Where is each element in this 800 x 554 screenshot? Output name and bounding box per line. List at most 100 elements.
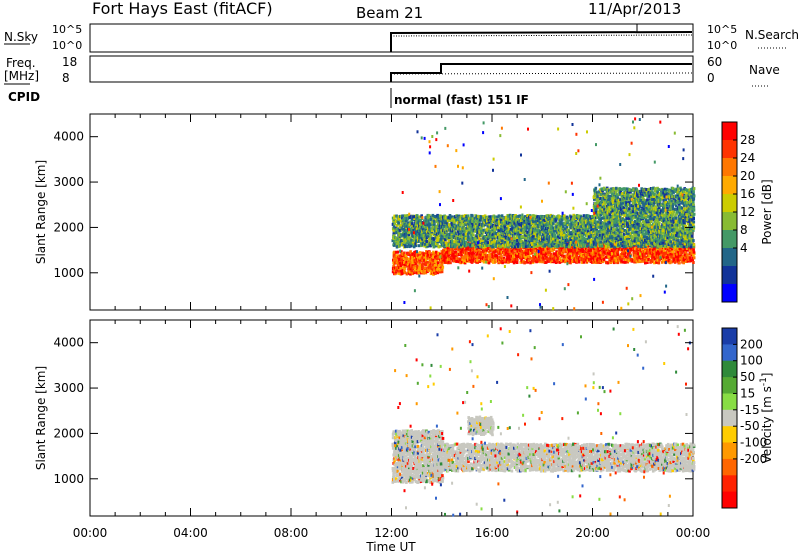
power-cell: [592, 225, 595, 228]
power-cell: [594, 243, 597, 247]
power-cell: [581, 220, 585, 224]
power-cell: [600, 244, 604, 248]
power-cell: [624, 219, 628, 222]
power-cell: [412, 227, 415, 231]
power-cell: [398, 237, 402, 241]
power-cell: [614, 254, 618, 258]
power-cell: [538, 232, 542, 236]
power-cell: [645, 240, 649, 244]
power-cell: [496, 244, 500, 248]
power-cell: [461, 242, 464, 246]
power-cell: [449, 261, 452, 265]
power-cell: [503, 253, 506, 257]
power-cell: [419, 219, 422, 222]
power-cell: [577, 257, 581, 261]
power-cell: [597, 222, 600, 226]
power-cell: [432, 237, 436, 241]
power-cell: [612, 229, 615, 233]
power-cell: [607, 225, 611, 229]
power-cell: [493, 238, 496, 242]
power-cell: [397, 269, 401, 273]
power-cell: [514, 260, 517, 264]
power-cell: [637, 233, 640, 237]
power-cell: [409, 250, 412, 254]
power-cell: [419, 263, 422, 267]
power-cell: [393, 257, 396, 261]
power-cell: [662, 219, 666, 223]
power-cell: [461, 217, 464, 221]
power-cell: [557, 222, 560, 226]
power-cell: [455, 256, 459, 260]
power-cell: [496, 232, 500, 236]
power-cell: [540, 251, 543, 255]
power-cell: [429, 257, 433, 261]
power-cell: [394, 243, 397, 247]
power-cell: [631, 214, 635, 218]
power-cell: [437, 251, 440, 255]
power-cell: [462, 238, 466, 242]
power-cell: [397, 217, 400, 221]
power-cell: [394, 272, 397, 276]
power-cell: [516, 239, 519, 242]
power-cell: [628, 254, 631, 257]
power-cell: [453, 215, 457, 219]
power-cell: [436, 243, 439, 247]
power-cell: [637, 238, 640, 242]
power-cell: [599, 225, 602, 229]
power-cell: [575, 221, 579, 225]
power-cell: [441, 219, 445, 222]
power-cell: [520, 222, 524, 225]
power-cell: [572, 230, 575, 234]
power-cell: [477, 234, 481, 238]
power-cell: [391, 270, 395, 274]
power-cell: [417, 258, 421, 262]
power-cell: [587, 251, 590, 254]
power-cell: [504, 235, 508, 239]
power-cell: [440, 270, 444, 274]
power-cell: [533, 259, 536, 263]
power-cell: [396, 215, 399, 219]
power-cell: [621, 229, 624, 233]
power-cell: [523, 222, 527, 226]
power-cell: [570, 222, 573, 226]
power-cell: [590, 233, 594, 237]
power-cell: [541, 225, 545, 229]
power-cell: [481, 217, 485, 220]
power-cell: [546, 251, 550, 255]
power-cell: [678, 261, 681, 265]
power-cell: [411, 240, 415, 244]
power-cell: [558, 231, 561, 235]
power-cell: [532, 254, 535, 258]
power-cell: [455, 259, 459, 263]
power-cell: [652, 229, 655, 233]
power-cell: [504, 247, 508, 251]
power-cell: [439, 237, 443, 241]
power-cell: [533, 232, 536, 236]
power-cell: [587, 249, 591, 253]
power-cell: [612, 227, 615, 231]
power-cell: [607, 255, 611, 259]
power-cell: [626, 221, 629, 225]
power-cell: [671, 250, 675, 254]
power-cell: [502, 219, 505, 223]
power-cell: [633, 241, 637, 245]
power-cell: [429, 223, 432, 227]
power-cell: [506, 232, 509, 236]
power-cell: [620, 242, 623, 245]
power-cell: [636, 260, 639, 264]
power-cell: [391, 216, 395, 220]
power-cell: [609, 243, 613, 247]
power-cell: [655, 232, 659, 236]
power-cell: [409, 270, 412, 274]
power-cell: [419, 255, 422, 259]
power-cell: [447, 236, 451, 240]
power-cell: [422, 229, 426, 233]
power-cell: [488, 229, 491, 233]
power-cell: [503, 231, 507, 235]
power-cell: [628, 246, 632, 250]
power-cell: [455, 247, 458, 251]
power-cell: [508, 221, 511, 225]
power-cell: [679, 246, 682, 250]
power-cell: [522, 256, 525, 260]
power-cell: [641, 259, 644, 263]
